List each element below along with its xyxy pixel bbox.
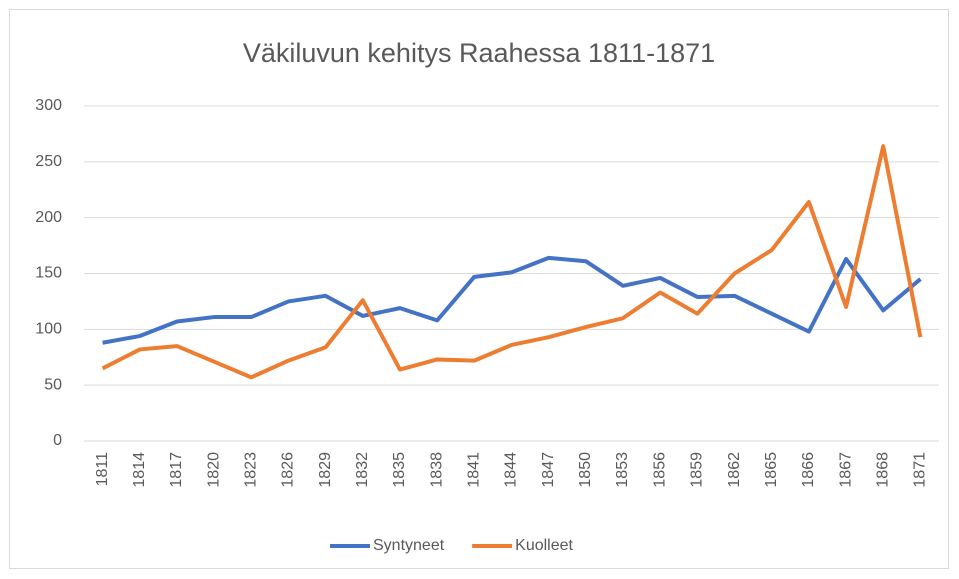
- legend-label: Kuolleet: [515, 537, 573, 554]
- line-series: [101, 144, 923, 380]
- x-tick-label: 1817: [168, 452, 185, 488]
- x-tick-label: 1835: [391, 452, 408, 488]
- x-tick-label: 1847: [540, 452, 557, 488]
- line-series: [102, 255, 922, 345]
- legend-label: Syntyneet: [373, 537, 445, 554]
- y-tick-label: 0: [53, 432, 62, 449]
- x-tick-label: 1850: [577, 452, 594, 488]
- x-tick-label: 1866: [800, 452, 817, 488]
- x-tick-label: 1829: [317, 452, 334, 488]
- x-tick-label: 1859: [689, 452, 706, 488]
- y-tick-label: 200: [35, 209, 62, 226]
- x-tick-label: 1871: [912, 452, 929, 488]
- x-tick-label: 1868: [874, 452, 891, 488]
- y-tick-label: 100: [35, 321, 62, 338]
- y-tick-label: 300: [35, 97, 62, 114]
- x-tick-label: 1811: [94, 452, 111, 487]
- x-tick-label: 1826: [280, 452, 297, 488]
- x-tick-label: 1862: [726, 452, 743, 488]
- x-tick-label: 1823: [243, 452, 260, 488]
- chart-border: [9, 9, 949, 569]
- x-tick-label: 1841: [466, 452, 483, 488]
- x-tick-label: 1814: [131, 452, 148, 488]
- x-tick-label: 1867: [837, 452, 854, 488]
- y-tick-label: 150: [35, 265, 62, 282]
- x-tick-label: 1856: [651, 452, 668, 488]
- y-tick-label: 250: [35, 153, 62, 170]
- x-tick-label: 1820: [205, 452, 222, 488]
- x-tick-label: 1865: [763, 452, 780, 488]
- x-tick-label: 1853: [614, 452, 631, 488]
- x-tick-label: 1844: [503, 452, 520, 488]
- x-tick-label: 1838: [428, 452, 445, 488]
- y-tick-label: 50: [44, 376, 62, 393]
- chart-title: Väkiluvun kehitys Raahessa 1811-1871: [243, 38, 715, 68]
- x-tick-label: 1832: [354, 452, 371, 488]
